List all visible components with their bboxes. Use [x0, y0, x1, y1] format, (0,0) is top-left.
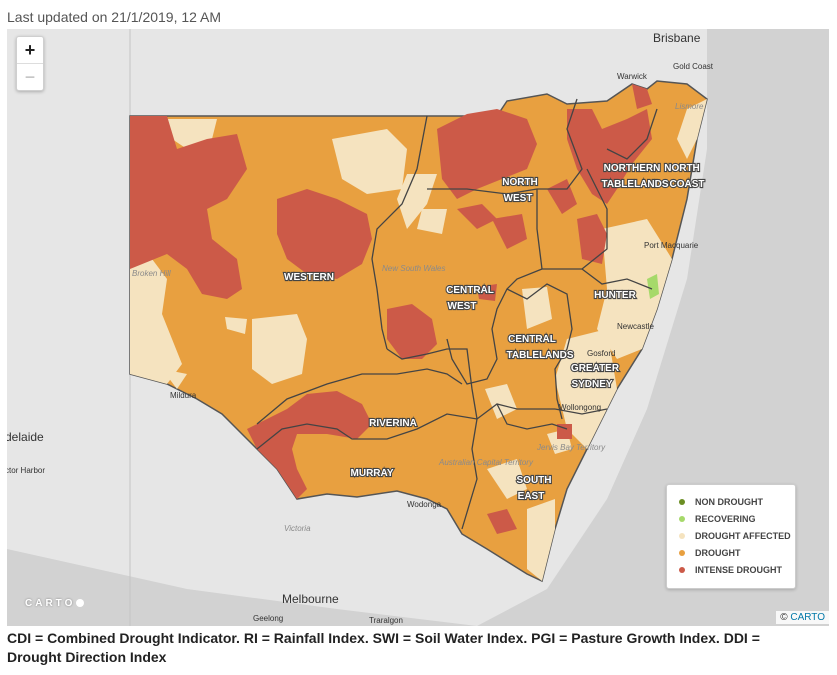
- city-label-traralgon: Traralgon: [369, 616, 403, 625]
- legend-item-drought-affected: DROUGHT AFFECTED: [679, 527, 795, 544]
- index-caption: CDI = Combined Drought Indicator. RI = R…: [7, 630, 760, 665]
- carto-logo: CARTO: [25, 598, 85, 609]
- last-updated-text: Last updated on 21/1/2019, 12 AM: [7, 9, 222, 25]
- legend-label: NON DROUGHT: [695, 496, 763, 507]
- region-label-south-east-1: SOUTH: [517, 475, 552, 486]
- region-label-south-east-2: EAST: [518, 491, 545, 502]
- legend-swatch: [679, 532, 685, 539]
- legend-item-non-drought: NON DROUGHT: [679, 493, 795, 510]
- attribution-prefix: ©: [780, 612, 791, 623]
- carto-logo-dot: [76, 599, 85, 608]
- region-label-greater-sydney-1: GREATER: [571, 363, 620, 374]
- ocean: [477, 29, 829, 626]
- region-label-hunter: HUNTER: [594, 290, 636, 301]
- city-label-warwick: Warwick: [617, 72, 648, 81]
- legend-swatch: [679, 549, 685, 556]
- legend-label: DROUGHT AFFECTED: [695, 530, 791, 541]
- region-label-western: WESTERN: [284, 272, 334, 283]
- city-label-wodonga: Wodonga: [407, 500, 442, 509]
- map-canvas[interactable]: WESTERN NORTH WEST NORTHERN TABLELANDS N…: [7, 29, 829, 626]
- city-label-mildura: Mildura: [170, 391, 197, 400]
- attribution-carto-link[interactable]: CARTO: [790, 612, 825, 623]
- legend-label: DROUGHT: [695, 547, 741, 558]
- region-label-central-west-2: WEST: [448, 301, 477, 312]
- legend-item-drought: DROUGHT: [679, 544, 795, 561]
- legend-item-intense-drought: INTENSE DROUGHT: [679, 561, 795, 578]
- legend-swatch: [679, 566, 685, 573]
- region-borders: [256, 98, 658, 530]
- legend-swatch: [679, 515, 685, 522]
- city-label-lismore: Lismore: [675, 102, 704, 111]
- zoom-control: + −: [16, 36, 44, 91]
- map-attribution: © CARTO: [776, 611, 829, 624]
- map-legend: NON DROUGHT RECOVERING DROUGHT AFFECTED …: [666, 484, 796, 589]
- region-label-central-tablelands-2: TABLELANDS: [506, 350, 573, 361]
- zoom-out-button[interactable]: −: [17, 63, 43, 90]
- region-label-north-west-2: WEST: [504, 193, 533, 204]
- city-label-wollongong: Wollongong: [559, 403, 601, 412]
- drought-map[interactable]: WESTERN NORTH WEST NORTHERN TABLELANDS N…: [7, 29, 829, 626]
- city-label-gold-coast: Gold Coast: [673, 62, 714, 71]
- zoom-in-button[interactable]: +: [24, 40, 36, 60]
- city-label-newcastle: Newcastle: [617, 322, 654, 331]
- legend-item-recovering: RECOVERING: [679, 510, 795, 527]
- region-label-north-coast-2: COAST: [670, 179, 705, 190]
- city-label-port-macquarie: Port Macquarie: [644, 241, 699, 250]
- carto-logo-text: CARTO: [25, 598, 76, 609]
- city-label-adelaide: delaide: [7, 430, 44, 444]
- intense-drought-areas: [130, 84, 652, 534]
- region-label-murray: MURRAY: [351, 468, 394, 479]
- legend-swatch: [679, 498, 685, 505]
- state-label-victoria: Victoria: [284, 524, 311, 533]
- region-label-northern-tablelands-2: TABLELANDS: [601, 179, 668, 190]
- city-label-brisbane: Brisbane: [653, 31, 701, 45]
- region-label-northern-tablelands-1: NORTHERN: [604, 163, 661, 174]
- state-label-nsw: New South Wales: [382, 264, 445, 273]
- city-label-broken-hill: Broken Hill: [132, 269, 171, 278]
- region-label-greater-sydney-2: SYDNEY: [571, 379, 612, 390]
- territory-label-act: Australian Capital Territory: [438, 458, 534, 467]
- city-label-victor-harbor: ctor Harbor: [7, 466, 45, 475]
- legend-label: RECOVERING: [695, 513, 756, 524]
- city-label-melbourne: Melbourne: [282, 592, 339, 606]
- region-label-central-west-1: CENTRAL: [446, 285, 494, 296]
- region-label-riverina: RIVERINA: [369, 418, 417, 429]
- city-label-geelong: Geelong: [253, 614, 283, 623]
- city-label-gosford: Gosford: [587, 349, 615, 358]
- region-label-central-tablelands-1: CENTRAL: [508, 334, 556, 345]
- region-label-north-west-1: NORTH: [502, 177, 538, 188]
- southern-ocean: [7, 549, 477, 626]
- recovering-area: [647, 274, 659, 299]
- territory-label-jervis-bay: Jervis Bay Territory: [536, 443, 606, 452]
- drought-affected-areas: [130, 99, 707, 581]
- legend-label: INTENSE DROUGHT: [695, 564, 783, 575]
- region-label-north-coast-1: NORTH: [664, 163, 700, 174]
